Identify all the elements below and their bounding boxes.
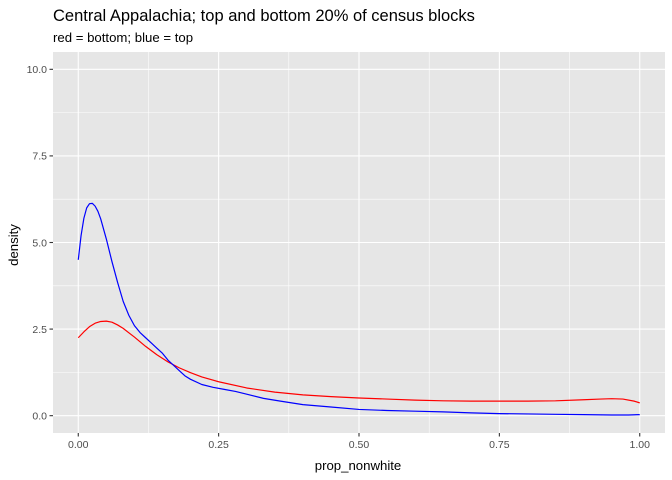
major-gridlines <box>53 52 665 433</box>
y-axis: 0.0 2.5 5.0 7.5 10.0 <box>27 64 53 422</box>
x-tick-label: 0.00 <box>68 439 89 451</box>
chart-subtitle: red = bottom; blue = top <box>53 30 193 45</box>
series-layer <box>77 202 640 416</box>
density-line-bottom <box>77 320 640 404</box>
x-axis: 0.00 0.25 0.50 0.75 1.00 <box>68 433 650 451</box>
y-tick-label: 2.5 <box>32 324 47 336</box>
x-tick-label: 0.75 <box>489 439 510 451</box>
y-tick-label: 7.5 <box>32 151 47 163</box>
x-axis-title: prop_nonwhite <box>315 458 402 473</box>
y-tick-label: 0.0 <box>32 410 47 422</box>
x-tick-label: 1.00 <box>630 439 651 451</box>
y-tick-label: 5.0 <box>32 237 47 249</box>
x-tick-label: 0.25 <box>208 439 229 451</box>
chart-title: Central Appalachia; top and bottom 20% o… <box>53 7 475 25</box>
y-tick-label: 10.0 <box>27 64 48 76</box>
density-line-top <box>77 202 640 416</box>
x-tick-label: 0.50 <box>349 439 370 451</box>
y-axis-title: density <box>6 224 21 266</box>
